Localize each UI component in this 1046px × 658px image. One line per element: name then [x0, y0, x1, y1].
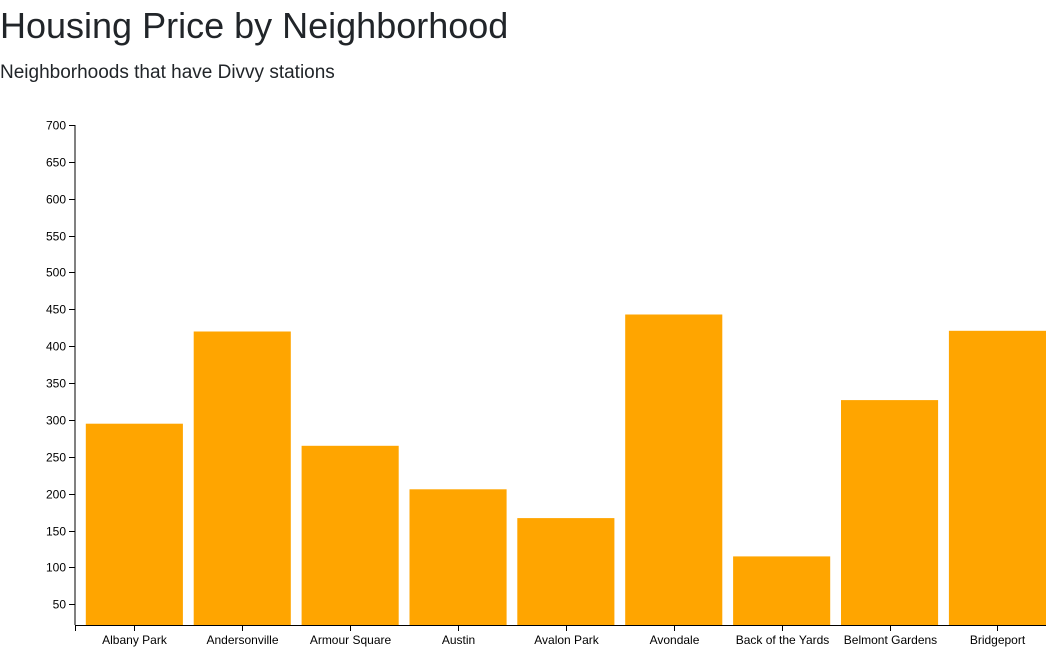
bar-belmont-gardens: [841, 400, 939, 625]
bar-albany-park: [85, 423, 183, 625]
bar-austin: [409, 489, 507, 625]
y-tick-label: 700: [46, 119, 66, 133]
y-tick-label: 350: [46, 377, 66, 391]
x-tick-label: Armour Square: [310, 633, 392, 647]
y-tick-label: 300: [46, 414, 66, 428]
y-tick-label: 500: [46, 266, 66, 280]
x-tick-label: Austin: [442, 633, 475, 647]
y-tick-label: 50: [53, 598, 67, 612]
x-axis: Albany Park Andersonville Armour Square Aus…: [75, 625, 1046, 647]
page-subtitle: Neighborhoods that have Divvy stations: [0, 62, 335, 83]
y-tick-label: 100: [46, 561, 66, 575]
x-tick-label: Belmont Gardens: [844, 633, 937, 647]
y-tick-label: 200: [46, 488, 66, 502]
y-tick-label: 600: [46, 193, 66, 207]
y-tick-label: 150: [46, 525, 66, 539]
bar-armour-square: [301, 445, 399, 625]
bar-back-of-the-yards: [733, 556, 831, 625]
x-tick-label: Avondale: [650, 633, 700, 647]
x-tick-label: Andersonville: [206, 633, 278, 647]
bar-avondale: [625, 314, 723, 625]
bar-avalon-park: [517, 518, 615, 625]
bars-group: [85, 314, 1046, 625]
y-tick-label: 450: [46, 303, 66, 317]
y-tick-label: 650: [46, 156, 66, 170]
x-tick-label: Avalon Park: [534, 633, 599, 647]
x-tick-label: Bridgeport: [970, 633, 1026, 647]
bar-bridgeport: [948, 330, 1046, 625]
page-title: Housing Price by Neighborhood: [0, 5, 509, 46]
y-tick-label: 250: [46, 451, 66, 465]
y-axis: 50 100 150 200 250 300 350 400 450 500 550 600 650 70…: [46, 119, 76, 625]
x-tick-label: Back of the Yards: [736, 633, 830, 647]
y-tick-label: 550: [46, 230, 66, 244]
y-tick-label: 400: [46, 340, 66, 354]
bar-andersonville: [193, 331, 291, 625]
x-tick-label: Albany Park: [102, 633, 168, 647]
